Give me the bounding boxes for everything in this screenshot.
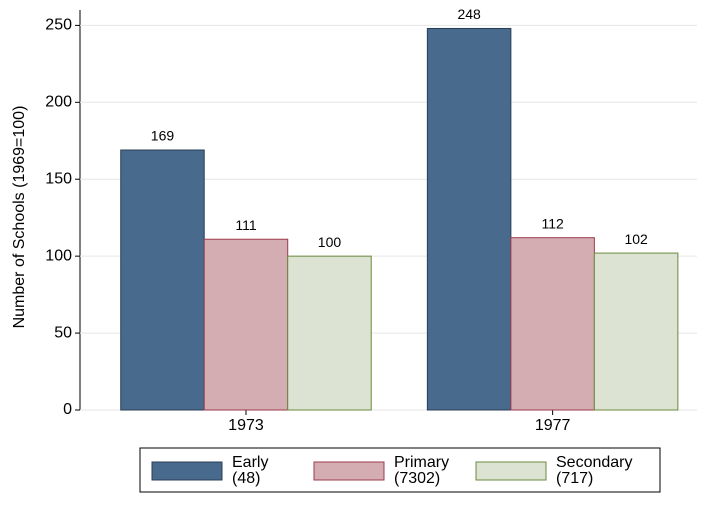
legend-label: Secondary (717) [556, 454, 633, 487]
legend-swatch [475, 461, 547, 481]
value-label: 169 [151, 128, 175, 144]
bar [120, 149, 205, 411]
value-label: 100 [318, 234, 342, 250]
y-axis-label: Number of Schools (1969=100) [11, 106, 28, 329]
x-tick-label: 1973 [228, 417, 264, 434]
y-tick-label: 150 [45, 170, 72, 187]
legend-swatch [313, 461, 385, 481]
bar [426, 27, 512, 411]
value-label: 102 [624, 231, 648, 247]
legend-label: Early (48) [232, 454, 268, 487]
value-label: 111 [235, 217, 256, 233]
x-tick-label: 1977 [535, 417, 571, 434]
y-tick-label: 50 [54, 324, 72, 341]
value-label: 112 [541, 215, 564, 231]
y-tick-label: 100 [45, 247, 72, 264]
legend-swatch [151, 461, 223, 481]
value-label: 248 [457, 6, 481, 22]
bar [510, 237, 595, 411]
y-tick-label: 200 [45, 94, 72, 111]
legend [139, 447, 661, 493]
bar [287, 255, 372, 411]
y-tick-label: 250 [45, 17, 72, 34]
y-tick-label: 0 [63, 401, 72, 418]
legend-label: Primary (7302) [394, 454, 449, 487]
bar [593, 252, 679, 411]
bar [203, 238, 289, 411]
